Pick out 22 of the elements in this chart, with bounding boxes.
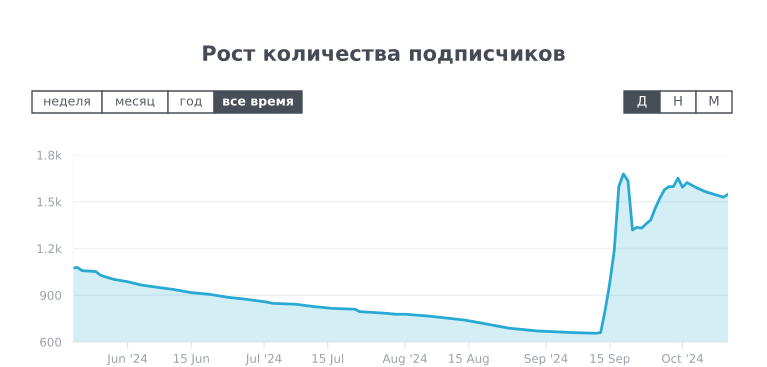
x-tick-label: Jul '24 xyxy=(245,354,282,366)
x-tick-label: 15 Sep xyxy=(590,354,630,366)
text: все время xyxy=(223,98,293,108)
x-tick-label: 15 Jun xyxy=(174,354,209,366)
x-tick-label: Aug '24 xyxy=(382,354,427,366)
y-tick-label: 600 xyxy=(40,338,62,347)
x-tick-label: Sep '24 xyxy=(524,354,568,366)
text: год xyxy=(180,98,202,108)
y-tick-label: 900 xyxy=(40,290,62,300)
text: неделя xyxy=(44,98,90,108)
chart-title: Рост количества подписчиков xyxy=(203,46,565,64)
text: Н xyxy=(674,96,682,106)
x-tick-label: 15 Aug xyxy=(449,354,489,366)
y-tick-label: 1.5k xyxy=(38,197,62,206)
y-tick-label: 1.8k xyxy=(38,150,62,160)
text: М xyxy=(710,96,718,106)
y-tick-label: 1.2k xyxy=(38,244,62,253)
x-tick-label: Oct '24 xyxy=(662,354,704,363)
x-tick-label: Jun '24 xyxy=(106,354,148,366)
x-tick-label: 15 Jul xyxy=(312,354,344,366)
text: месяц xyxy=(116,98,154,108)
text: Д xyxy=(637,96,647,108)
